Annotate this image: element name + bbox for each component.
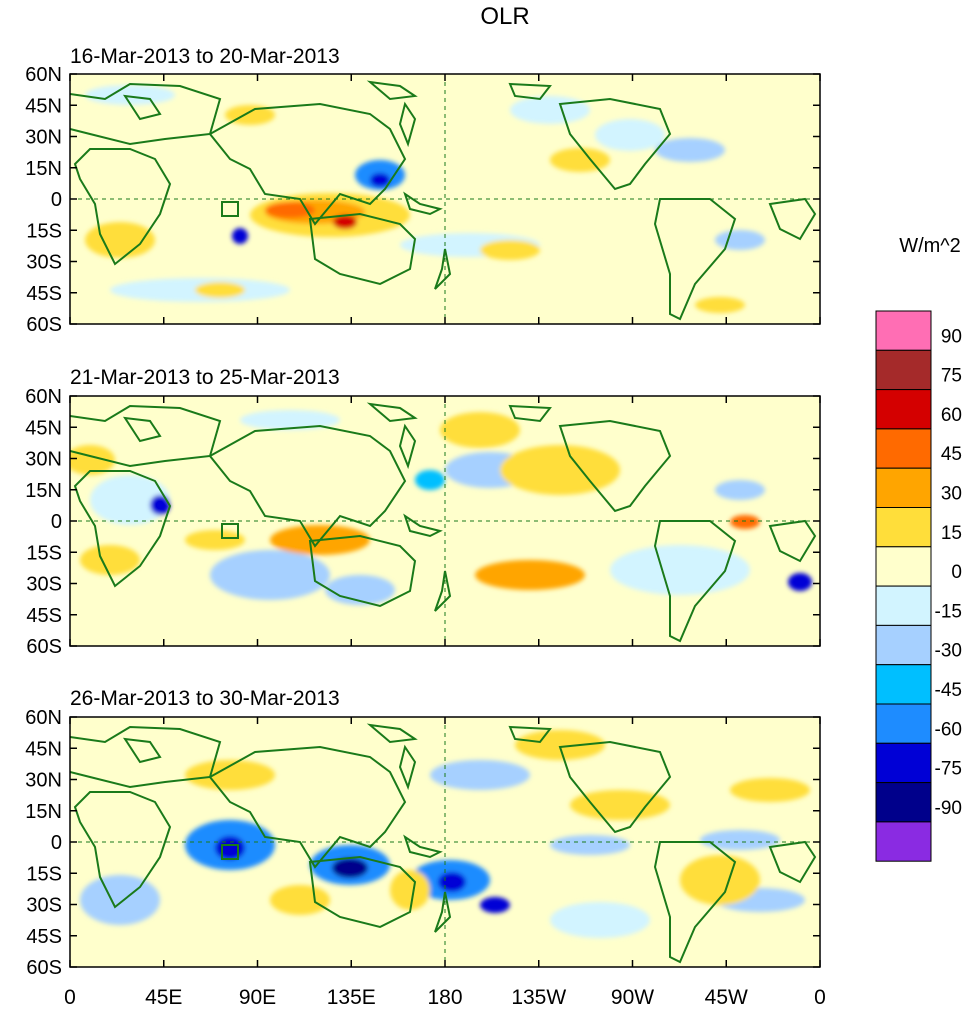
- latitude-label: 60N: [25, 64, 62, 86]
- colorbar-label: 30: [941, 484, 962, 505]
- longitude-label: 45E: [145, 986, 182, 1009]
- colorbar-label: -90: [935, 798, 962, 819]
- latitude-label: 45N: [25, 95, 62, 117]
- latitude-label: 30N: [25, 127, 62, 149]
- colorbar-label: -30: [935, 641, 962, 662]
- latitude-label: 60N: [25, 707, 62, 729]
- latitude-label: 15S: [26, 863, 62, 885]
- latitude-label: 60S: [26, 314, 62, 336]
- longitude-label: 0: [64, 986, 76, 1009]
- colorbar-swatch: [875, 428, 932, 469]
- colorbar-swatch: [875, 742, 932, 784]
- latitude-label: 60S: [26, 636, 62, 658]
- latitude-label: 45N: [25, 417, 62, 439]
- colorbar-label: 60: [941, 405, 962, 426]
- colorbar-label: 45: [941, 444, 962, 465]
- map-panel: 21-Mar-2013 to 25-Mar-2013: [25, 366, 821, 658]
- olr-anomaly-field: [70, 396, 820, 646]
- longitude-label: 90E: [239, 986, 276, 1009]
- colorbar: W/m^2 90 75 60 45 30 15 0 -15 -30 -45 -60 -75 -90: [875, 235, 962, 862]
- colorbar-label: -60: [935, 719, 962, 740]
- colorbar-label: 90: [941, 326, 962, 347]
- latitude-label: 15N: [25, 480, 62, 502]
- longitude-label: 45W: [705, 986, 748, 1009]
- colorbar-swatch: [875, 507, 932, 548]
- colorbar-swatch: [875, 310, 932, 351]
- latitude-label: 15N: [25, 158, 62, 180]
- latitude-label: 45S: [26, 283, 62, 305]
- colorbar-swatch: [875, 664, 932, 705]
- longitude-axis: 0 45E 90E 135E 180 135W 90W 45W 0: [64, 986, 826, 1009]
- panel-date-range: 26-Mar-2013 to 30-Mar-2013: [70, 687, 340, 710]
- longitude-label: 135W: [511, 986, 566, 1009]
- olr-anomaly-field: [70, 74, 820, 324]
- latitude-label: 30S: [26, 895, 62, 917]
- colorbar-units: W/m^2: [899, 235, 961, 257]
- colorbar-label: 0: [951, 562, 962, 583]
- latitude-label: 0: [51, 189, 62, 211]
- colorbar-swatch: [875, 389, 932, 430]
- longitude-label: 135E: [327, 986, 376, 1009]
- colorbar-label: 15: [941, 523, 962, 544]
- colorbar-swatch: [875, 624, 932, 666]
- colorbar-label: -75: [935, 759, 962, 780]
- latitude-label: 30S: [26, 252, 62, 274]
- latitude-label: 15S: [26, 542, 62, 564]
- map-panel: 16-Mar-2013 to 20-Mar-2013: [25, 45, 821, 336]
- olr-anomaly-field: [70, 717, 820, 967]
- colorbar-swatch: [875, 467, 932, 509]
- latitude-label: 30N: [25, 770, 62, 792]
- longitude-label: 0: [814, 986, 826, 1009]
- longitude-label: 180: [427, 986, 462, 1009]
- latitude-label: 60N: [25, 386, 62, 408]
- colorbar-swatch: [875, 349, 932, 391]
- panel-date-range: 16-Mar-2013 to 20-Mar-2013: [70, 45, 340, 68]
- colorbar-label: 75: [941, 366, 962, 387]
- colorbar-swatch: [875, 585, 932, 626]
- latitude-label: 45S: [26, 926, 62, 948]
- latitude-label: 45N: [25, 738, 62, 760]
- colorbar-swatch: [875, 703, 932, 744]
- latitude-label: 15S: [26, 220, 62, 242]
- latitude-label: 0: [51, 511, 62, 533]
- map-panel: 26-Mar-2013 to 30-Mar-2013: [25, 687, 821, 979]
- colorbar-label: -15: [935, 601, 962, 622]
- latitude-label: 30S: [26, 574, 62, 596]
- latitude-label: 0: [51, 832, 62, 854]
- panel-date-range: 21-Mar-2013 to 25-Mar-2013: [70, 366, 340, 389]
- colorbar-swatch: [875, 782, 932, 823]
- latitude-label: 15N: [25, 801, 62, 823]
- longitude-label: 90W: [611, 986, 654, 1009]
- colorbar-swatch: [875, 821, 932, 862]
- latitude-label: 45S: [26, 605, 62, 627]
- latitude-label: 30N: [25, 449, 62, 471]
- colorbar-label: -45: [935, 680, 962, 701]
- latitude-label: 60S: [26, 957, 62, 979]
- colorbar-swatch: [875, 546, 932, 587]
- figure-title: OLR: [480, 3, 529, 30]
